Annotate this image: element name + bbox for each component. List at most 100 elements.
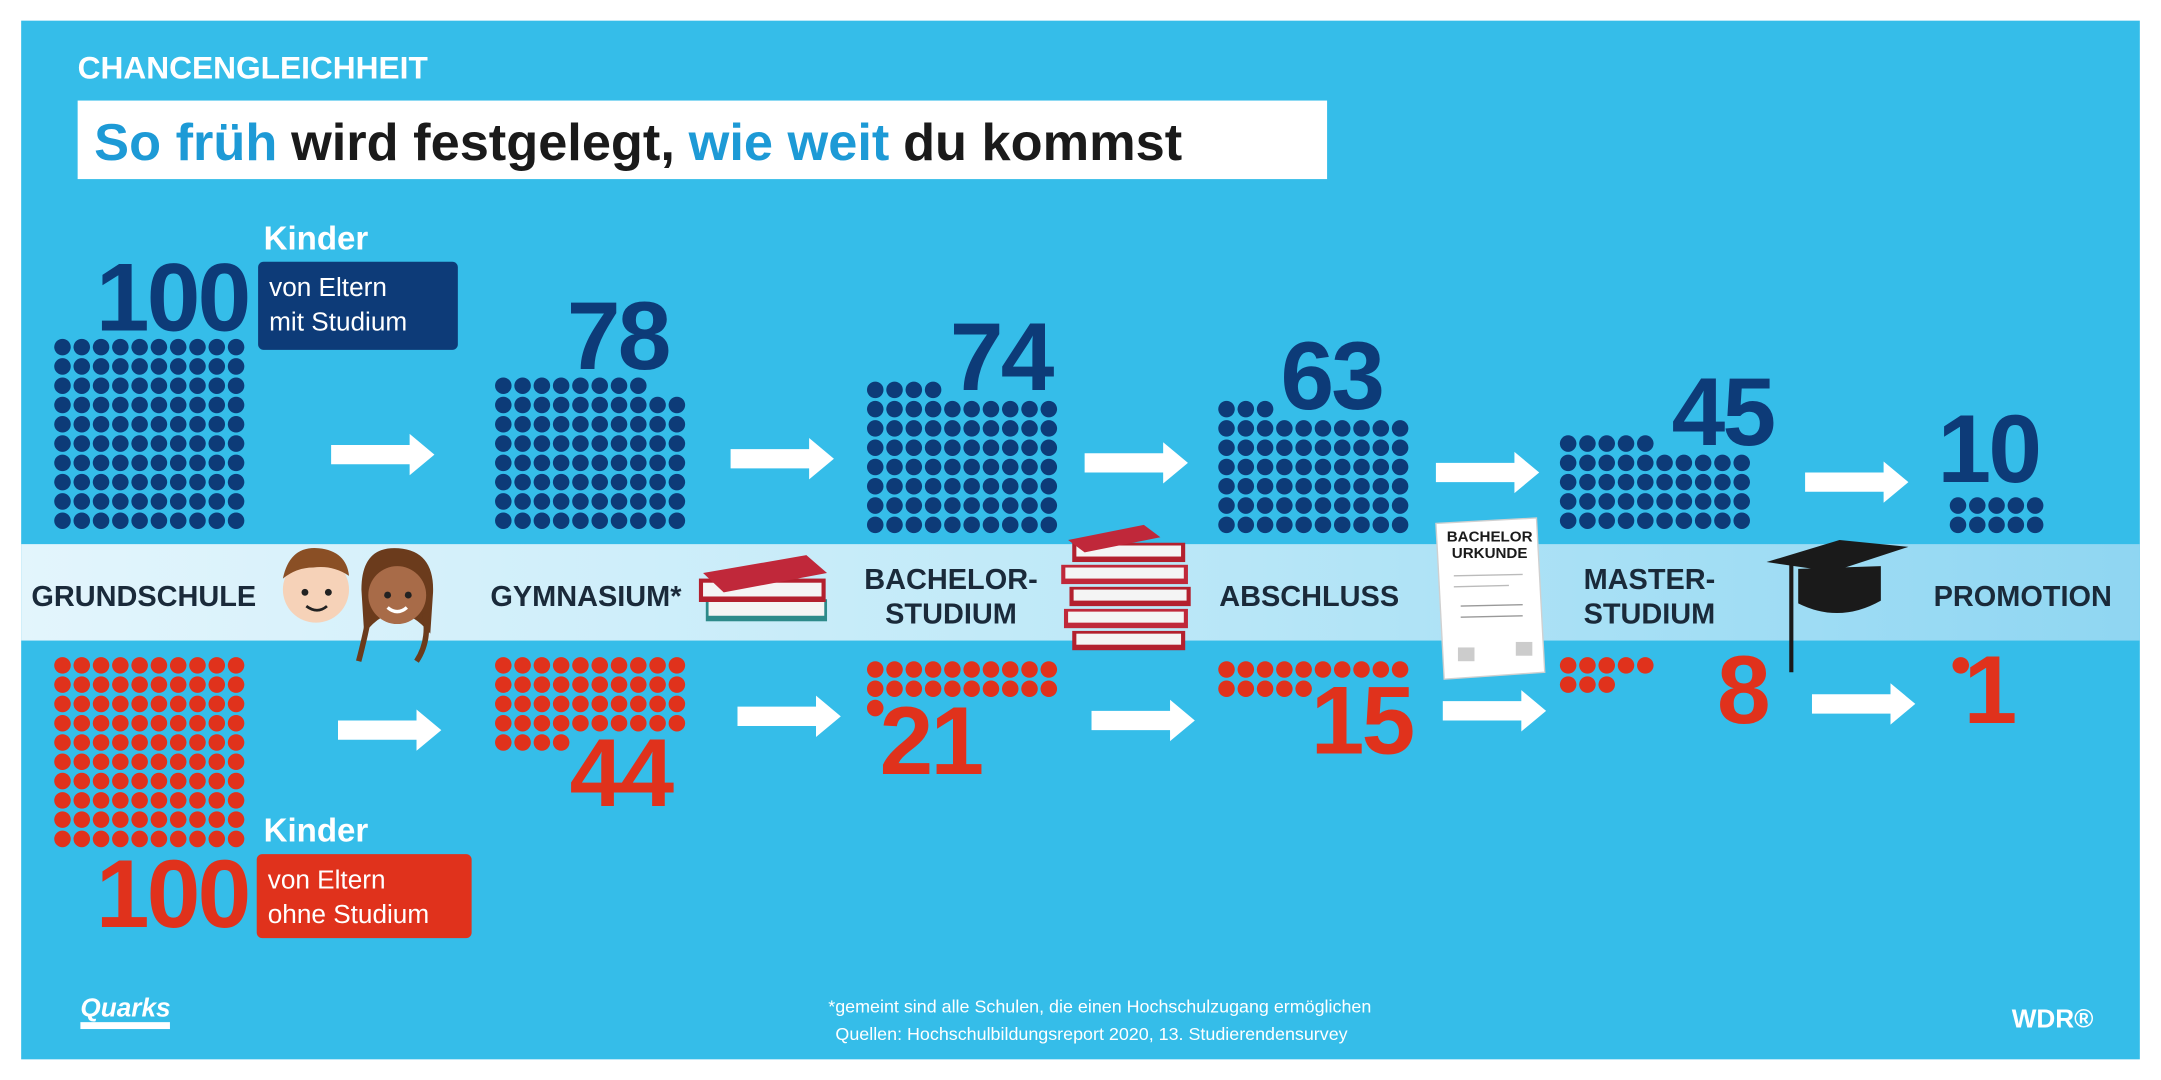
dot xyxy=(1656,493,1673,510)
dot xyxy=(54,734,71,751)
dot xyxy=(189,676,206,693)
dot xyxy=(1656,454,1673,472)
dot xyxy=(112,435,129,452)
dot xyxy=(886,478,903,495)
dot xyxy=(514,454,531,472)
dot xyxy=(866,661,884,678)
dot xyxy=(668,493,686,510)
dot xyxy=(886,516,903,534)
dot xyxy=(1617,512,1635,529)
dot xyxy=(963,478,980,495)
dot xyxy=(1353,478,1370,495)
dot xyxy=(1949,516,1967,534)
dot xyxy=(924,439,942,456)
dot xyxy=(1256,516,1274,534)
dot xyxy=(905,420,923,437)
stage-label: ABSCHLUSS xyxy=(1219,581,1399,613)
dot xyxy=(866,699,884,717)
dot xyxy=(1237,439,1255,456)
dot xyxy=(208,657,226,674)
dot xyxy=(150,454,168,472)
dot-group xyxy=(1952,657,1970,674)
dot xyxy=(495,657,512,674)
dot xyxy=(1372,439,1390,456)
dot xyxy=(649,657,666,674)
dot xyxy=(963,439,980,456)
dot xyxy=(54,473,71,491)
dot xyxy=(208,792,226,809)
chart-layer: GRUNDSCHULE GYMNASIUM*BACHELOR-STUDIUMABS… xyxy=(31,245,2112,948)
dot xyxy=(1637,473,1654,491)
dot xyxy=(1040,497,1058,514)
dot xyxy=(54,416,71,433)
dot xyxy=(533,512,551,529)
dot xyxy=(905,400,923,418)
dot xyxy=(886,661,903,678)
dot xyxy=(169,338,187,356)
dot xyxy=(131,657,148,674)
dot xyxy=(495,493,512,510)
dot xyxy=(208,416,226,433)
dot xyxy=(73,695,91,713)
dot xyxy=(189,396,206,414)
dot xyxy=(905,381,923,399)
dot xyxy=(533,657,551,674)
dot xyxy=(552,676,570,693)
dot xyxy=(227,772,245,790)
dot xyxy=(630,454,647,472)
dot xyxy=(630,714,647,732)
dot xyxy=(189,473,206,491)
dot xyxy=(866,400,884,418)
arrow xyxy=(730,438,834,480)
dot xyxy=(92,772,110,790)
dot xyxy=(189,792,206,809)
dot-group xyxy=(1559,435,1750,529)
dot xyxy=(1237,661,1255,678)
dot xyxy=(649,396,666,414)
dot xyxy=(514,377,531,394)
dot xyxy=(1256,400,1274,418)
dot xyxy=(92,473,110,491)
dot xyxy=(150,377,168,394)
dot xyxy=(1617,473,1635,491)
dot xyxy=(630,396,647,414)
dot xyxy=(112,676,129,693)
dot xyxy=(92,695,110,713)
dot xyxy=(131,753,148,771)
dot-group xyxy=(1218,400,1409,534)
children-icon xyxy=(282,548,434,663)
dot xyxy=(169,657,187,674)
dot xyxy=(1391,439,1409,456)
dot xyxy=(1021,516,1038,534)
dot xyxy=(495,512,512,529)
dot xyxy=(944,420,961,437)
dot xyxy=(886,420,903,437)
dot xyxy=(552,416,570,433)
graduation-cap-icon xyxy=(1766,540,1909,673)
dot xyxy=(1040,420,1058,437)
dot xyxy=(1295,516,1312,534)
diploma-text: URKUNDE xyxy=(1452,545,1528,562)
dot xyxy=(1617,493,1635,510)
dot xyxy=(1218,497,1235,514)
dot xyxy=(1021,661,1038,678)
dot xyxy=(208,830,226,848)
dot xyxy=(112,792,129,809)
dot xyxy=(1021,497,1038,514)
dot xyxy=(73,734,91,751)
dot xyxy=(495,676,512,693)
legend-title: Kinder xyxy=(264,813,369,850)
dot xyxy=(1237,497,1255,514)
dot xyxy=(54,792,71,809)
dot xyxy=(189,512,206,529)
dot xyxy=(905,661,923,678)
dot xyxy=(1714,454,1731,472)
dot xyxy=(924,420,942,437)
dot xyxy=(495,377,512,394)
dot xyxy=(1372,478,1390,495)
dot xyxy=(630,493,647,510)
dot xyxy=(905,497,923,514)
dot xyxy=(227,493,245,510)
dot xyxy=(54,338,71,356)
dot xyxy=(495,714,512,732)
